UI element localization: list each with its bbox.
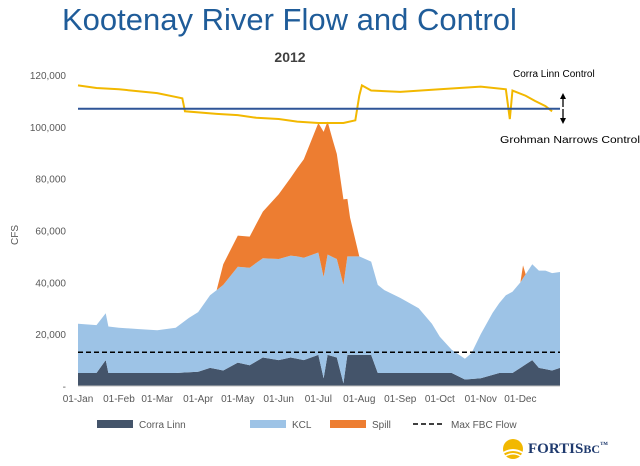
area-spill xyxy=(78,121,560,359)
legend-swatch xyxy=(250,420,286,428)
legend-label: Max FBC Flow xyxy=(451,420,517,431)
chart-title: 2012 xyxy=(274,49,305,65)
legend-label: Spill xyxy=(372,420,391,431)
x-tick-label: 01-May xyxy=(221,394,254,405)
area-corra-linn xyxy=(78,354,560,386)
area-kcl xyxy=(78,252,560,384)
line-series xyxy=(77,83,560,354)
x-tick-label: 01-Dec xyxy=(504,394,536,405)
y-tick-label: 120,000 xyxy=(30,71,67,82)
x-axis-ticks: 01-Jan 01-Feb 01-Mar 01-Apr 01-May 01-Jun 01-J… xyxy=(63,394,537,405)
sun-icon xyxy=(503,439,523,459)
stacked-areas xyxy=(78,121,560,386)
x-tick-label: 01-Nov xyxy=(465,394,497,405)
y-axis-ticks: - 20,000 40,000 60,000 80,000 100,000 120,000 xyxy=(30,71,67,393)
x-tick-label: 01-Sep xyxy=(384,394,417,405)
slide-title: Kootenay River Flow and Control xyxy=(62,2,517,37)
x-tick-label: 01-Jan xyxy=(63,394,94,405)
legend: Corra Linn KCL Spill Max FBC Flow xyxy=(97,420,517,431)
y-tick-label: 80,000 xyxy=(35,175,66,186)
y-tick-label: 100,000 xyxy=(30,123,67,134)
legend-swatch xyxy=(97,420,133,428)
legend-swatch xyxy=(330,420,366,428)
x-tick-label: 01-Aug xyxy=(343,394,375,405)
down-arrowhead-icon xyxy=(560,118,566,124)
x-tick-label: 01-Mar xyxy=(141,394,173,405)
annotation-grohman-narrows-control: Grohman Narrows Control xyxy=(500,135,640,146)
up-arrowhead-icon xyxy=(560,93,566,99)
x-tick-label: 01-Jun xyxy=(263,394,294,405)
logo-suffix: BC xyxy=(583,442,600,456)
y-tick-label: - xyxy=(63,382,66,393)
x-tick-label: 01-Apr xyxy=(183,394,214,405)
logo-word: FORTIS xyxy=(528,441,584,457)
y-tick-label: 20,000 xyxy=(35,330,66,341)
logo-trademark: ™ xyxy=(600,440,608,449)
annotation-corra-linn-control: Corra Linn Control xyxy=(513,69,595,80)
y-tick-label: 40,000 xyxy=(35,278,66,289)
y-tick-label: 60,000 xyxy=(35,227,66,238)
line-lake-elevation xyxy=(77,83,553,124)
x-tick-label: 01-Oct xyxy=(425,394,455,405)
legend-label: KCL xyxy=(292,420,312,431)
legend-label: Corra Linn xyxy=(139,420,186,431)
fortisbc-logo: FORTISBC™ xyxy=(502,438,608,460)
y-axis-label: CFS xyxy=(10,225,21,245)
logo-text: FORTISBC™ xyxy=(528,440,608,458)
x-tick-label: 01-Feb xyxy=(103,394,135,405)
control-annotations: Corra Linn Control Grohman Narrows Contro… xyxy=(500,69,640,146)
x-tick-label: 01-Jul xyxy=(305,394,332,405)
